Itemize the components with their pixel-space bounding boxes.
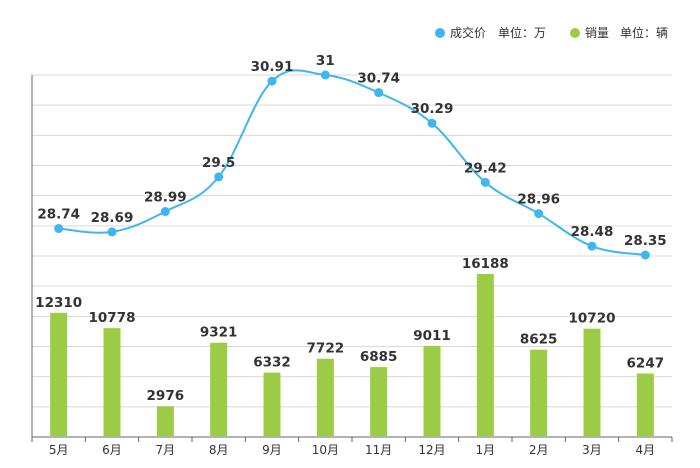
legend-marker-sales — [570, 28, 580, 38]
axes: 5月 6月 7月 8月 9月 10月 11月 12月 1月 2月 3月 4月 — [31, 75, 673, 457]
bar-sales — [370, 367, 388, 436]
price-data-label: 28.69 — [91, 210, 134, 226]
bar-sales — [476, 274, 494, 436]
x-tick-label: 2月 — [529, 443, 549, 457]
price-data-label: 31 — [316, 53, 335, 69]
bar-data-label: 6885 — [360, 349, 398, 365]
price-point — [374, 88, 384, 98]
bar-sales — [423, 345, 441, 436]
legend: 成交价 单位：万 销量 单位：辆 — [435, 25, 668, 40]
x-tick-label: 3月 — [582, 443, 602, 457]
x-tick-label: 4月 — [636, 443, 656, 457]
price-data-label: 29.5 — [202, 155, 235, 171]
legend-marker-price — [435, 28, 445, 38]
line-series-price — [54, 69, 650, 260]
x-tick-label: 8月 — [209, 443, 229, 457]
price-point — [640, 250, 650, 260]
price-point — [534, 209, 544, 219]
bar-data-label: 2976 — [147, 388, 185, 404]
x-tick-label: 12月 — [418, 443, 445, 457]
bar-data-label: 9321 — [200, 325, 238, 341]
data-labels: 12310 10778 2976 9321 6332 7722 6885 9011 16188 8… — [35, 53, 667, 404]
price-point — [160, 207, 170, 217]
price-data-label: 30.91 — [251, 59, 294, 75]
price-data-label: 30.29 — [411, 101, 454, 117]
price-data-label: 28.74 — [37, 207, 80, 223]
bar-sales — [210, 342, 228, 436]
legend-unit-sales: 单位：辆 — [620, 25, 668, 40]
x-tick-label: 1月 — [476, 443, 496, 457]
x-tick-label: 5月 — [49, 443, 69, 457]
price-point — [54, 224, 64, 234]
bar-data-label: 6332 — [253, 355, 291, 371]
bar-data-label: 9011 — [413, 328, 451, 344]
bar-data-label: 10720 — [569, 311, 616, 327]
bar-sales — [316, 358, 334, 436]
bar-sales — [103, 328, 121, 436]
bar-data-label: 6247 — [627, 355, 665, 371]
legend-label-price: 成交价 — [450, 25, 486, 40]
price-data-label: 28.99 — [144, 190, 187, 206]
bar-data-label: 10778 — [89, 310, 136, 326]
x-tick-label: 9月 — [262, 443, 282, 457]
price-point — [107, 227, 117, 237]
x-tick-label: 7月 — [156, 443, 176, 457]
price-point — [320, 70, 330, 80]
bar-sales — [636, 373, 654, 436]
x-tick-label: 6月 — [102, 443, 122, 457]
bar-sales — [156, 406, 174, 436]
bar-sales — [50, 312, 68, 436]
price-point — [427, 118, 437, 128]
bar-sales — [530, 349, 548, 436]
x-tick-label: 11月 — [365, 443, 392, 457]
price-data-label: 28.96 — [517, 192, 560, 208]
legend-unit-price: 单位：万 — [498, 25, 546, 40]
bar-data-label: 16188 — [462, 256, 509, 272]
bar-data-label: 8625 — [520, 332, 558, 348]
price-point — [267, 76, 277, 86]
bar-sales — [583, 328, 601, 436]
bar-data-label: 7722 — [307, 341, 345, 357]
price-data-label: 28.35 — [624, 233, 667, 249]
price-point — [480, 177, 490, 187]
price-line — [58, 69, 646, 256]
bar-data-label: 12310 — [35, 295, 82, 311]
bar-sales — [263, 372, 281, 436]
x-tick-label: 10月 — [312, 443, 339, 457]
bar-series-sales — [50, 274, 654, 436]
legend-label-sales: 销量 — [585, 26, 609, 40]
grid-lines — [32, 74, 672, 408]
price-data-label: 29.42 — [464, 160, 507, 176]
price-data-label: 30.74 — [357, 71, 400, 87]
price-point — [214, 172, 224, 182]
price-data-label: 28.48 — [571, 224, 614, 240]
price-point — [587, 241, 597, 251]
